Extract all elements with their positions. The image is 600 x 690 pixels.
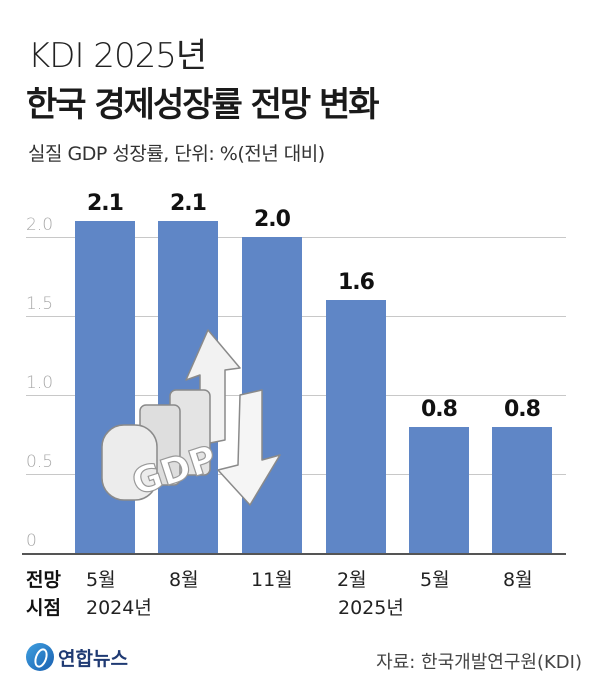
x-tick-label: 8월 <box>503 569 533 591</box>
y-tick-label: 1.0 <box>26 373 54 393</box>
x-tick-label: 2월 <box>337 569 367 591</box>
x-axis-header-line1: 전망 <box>26 569 61 591</box>
yonhap-logo: 연합뉴스 <box>26 643 128 671</box>
year-label-2024: 2024년 <box>86 597 152 619</box>
bar <box>326 300 386 553</box>
value-label: 1.6 <box>338 270 375 296</box>
x-tick-label: 11월 <box>251 569 293 591</box>
x-axis-header-line2: 시점 <box>26 597 61 619</box>
year-label-2025: 2025년 <box>338 597 404 619</box>
supertitle: KDI 2025년 <box>28 36 207 76</box>
x-tick-label: 5월 <box>86 569 116 591</box>
value-label: 2.1 <box>170 191 207 217</box>
x-tick-label: 5월 <box>420 569 450 591</box>
x-tick-label: 8월 <box>169 569 199 591</box>
x-axis-baseline <box>22 553 566 555</box>
logo-text: 연합뉴스 <box>58 647 128 670</box>
value-label: 2.1 <box>87 191 124 217</box>
value-label: 2.0 <box>254 207 291 232</box>
bar <box>409 426 469 553</box>
gdp-arrows-illustration-icon: GDP <box>101 329 281 506</box>
source-note: 자료: 한국개발연구원(KDI) <box>376 652 582 673</box>
y-tick-label: 1.5 <box>26 294 54 314</box>
y-tick-label: 2.0 <box>26 215 54 235</box>
bar <box>492 426 552 553</box>
y-tick-label: 0 <box>26 531 37 551</box>
chart-subtitle: 실질 GDP 성장률, 단위: %(전년 대비) <box>28 143 325 165</box>
yonhap-logo-icon <box>26 643 54 671</box>
value-label: 0.8 <box>421 396 458 422</box>
value-label: 0.8 <box>504 396 541 422</box>
chart-title: 한국 경제성장률 전망 변화 <box>26 85 380 125</box>
y-tick-label: 0.5 <box>26 452 54 472</box>
